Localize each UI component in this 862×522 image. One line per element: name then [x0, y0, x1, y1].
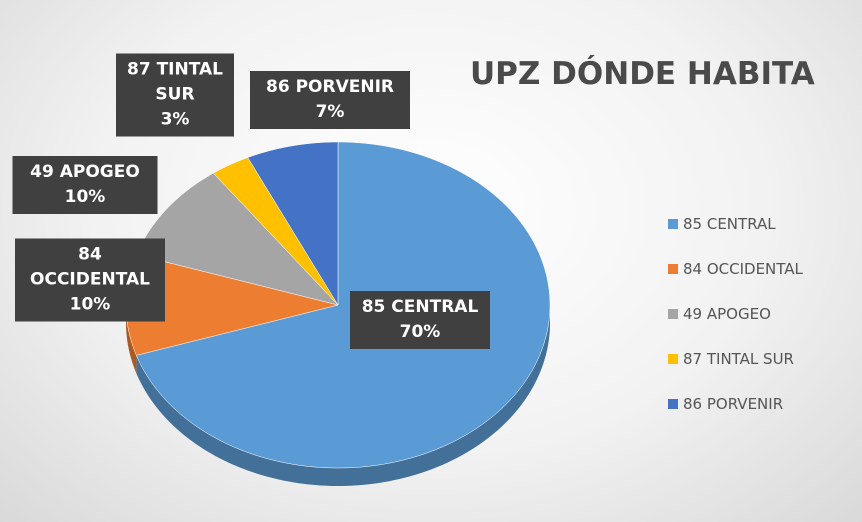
legend-label: 84 OCCIDENTAL: [683, 260, 803, 278]
data-label-value: 10%: [69, 294, 111, 315]
legend-label: 87 TINTAL SUR: [683, 350, 794, 368]
legend-entry: 85 CENTRAL: [668, 215, 776, 233]
data-label-category: 84 OCCIDENTAL: [30, 244, 150, 290]
legend-swatch: [668, 219, 678, 229]
legend-label: 49 APOGEO: [683, 305, 771, 323]
data-label-value: 3%: [160, 109, 190, 130]
pie-slice: [247, 141, 339, 306]
chart-title: UPZ DÓNDE HABITA: [470, 56, 815, 92]
data-label-category: 49 APOGEO: [30, 162, 140, 182]
data-label-value: 70%: [399, 322, 441, 342]
legend-swatch: [668, 264, 678, 274]
pie-slice: [212, 157, 339, 306]
data-label-category: 86 PORVENIR: [266, 77, 394, 97]
data-label-value: 10%: [64, 187, 106, 207]
legend-label: 85 CENTRAL: [683, 215, 776, 233]
legend-swatch: [668, 399, 678, 409]
data-label-category: 87 TINTAL SUR: [127, 59, 223, 105]
data-label: 49 APOGEO 10%: [12, 156, 158, 214]
legend-swatch: [668, 354, 678, 364]
pie-slice: [136, 141, 551, 469]
legend-entry: 87 TINTAL SUR: [668, 350, 794, 368]
legend-entry: 84 OCCIDENTAL: [668, 260, 803, 278]
data-label: 87 TINTAL SUR 3%: [116, 53, 234, 137]
data-label-category: 85 CENTRAL: [361, 297, 479, 317]
legend-entry: 49 APOGEO: [668, 305, 771, 323]
data-label: 85 CENTRAL 70%: [350, 291, 490, 349]
data-label: 84 OCCIDENTAL 10%: [15, 238, 165, 322]
pie-side: [126, 305, 137, 374]
legend-label: 86 PORVENIR: [683, 395, 784, 413]
legend-entry: 86 PORVENIR: [668, 395, 783, 413]
data-label: 86 PORVENIR 7%: [250, 71, 410, 129]
data-label-value: 7%: [315, 102, 345, 122]
legend-swatch: [668, 309, 678, 319]
